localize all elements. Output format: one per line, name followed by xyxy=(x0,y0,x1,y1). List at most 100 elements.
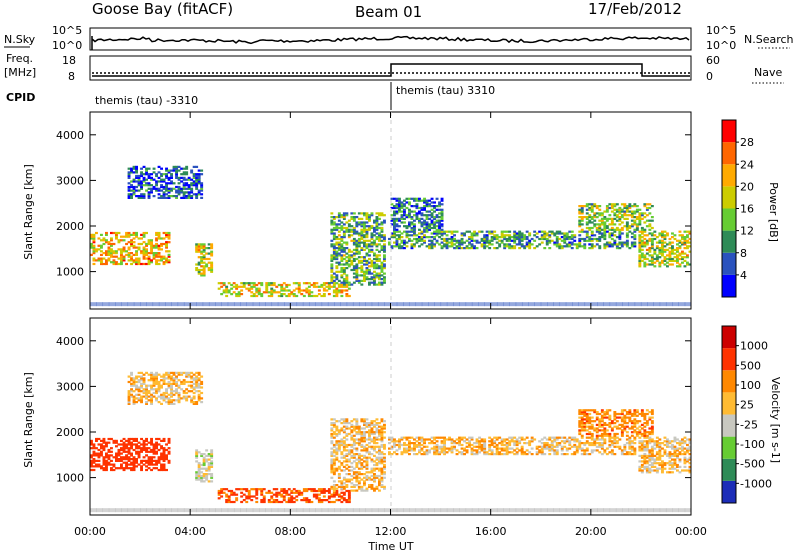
data-cell xyxy=(625,236,629,239)
data-cell xyxy=(270,291,274,294)
data-cell xyxy=(580,205,584,208)
data-cell xyxy=(152,253,156,256)
data-cell xyxy=(535,245,539,248)
data-cell xyxy=(648,250,652,253)
data-cell xyxy=(563,232,567,235)
data-cell xyxy=(410,216,414,219)
data-cell xyxy=(380,440,384,443)
data-cell xyxy=(195,165,199,168)
data-cell xyxy=(640,443,644,447)
data-cell xyxy=(585,230,589,233)
data-cell xyxy=(147,463,151,466)
data-cell xyxy=(177,401,181,404)
ground-scatter-cell xyxy=(453,508,460,513)
data-cell xyxy=(610,245,614,248)
data-cell xyxy=(375,274,379,277)
data-cell xyxy=(162,180,166,183)
data-cell xyxy=(438,230,441,233)
data-cell xyxy=(618,228,622,231)
data-cell xyxy=(145,171,148,174)
ground-scatter-cell xyxy=(140,508,147,513)
data-cell xyxy=(363,440,366,443)
data-cell xyxy=(120,452,123,455)
data-cell xyxy=(440,212,444,215)
ground-scatter-cell xyxy=(146,302,154,307)
data-cell xyxy=(342,248,346,251)
data-cell xyxy=(147,196,151,199)
data-cell xyxy=(515,453,519,456)
data-cell xyxy=(473,239,476,242)
data-cell xyxy=(337,485,341,488)
data-cell xyxy=(145,388,148,391)
data-cell xyxy=(473,245,476,248)
data-cell xyxy=(430,197,434,200)
data-cell xyxy=(335,241,339,244)
data-cell xyxy=(155,173,158,176)
data-cell xyxy=(430,440,434,443)
data-cell xyxy=(347,500,351,504)
data-cell xyxy=(147,241,151,244)
data-cell xyxy=(150,443,153,446)
data-cell xyxy=(330,453,334,456)
data-cell xyxy=(585,205,589,208)
data-cell xyxy=(420,243,424,246)
data-cell xyxy=(683,442,687,445)
data-cell xyxy=(347,228,351,231)
data-cell xyxy=(390,219,394,222)
data-cell xyxy=(663,263,667,266)
data-cell xyxy=(463,234,466,237)
data-cell xyxy=(220,293,224,296)
data-cell xyxy=(390,245,394,248)
data-cell xyxy=(683,440,687,443)
data-cell xyxy=(610,203,614,206)
data-cell xyxy=(190,187,194,190)
data-cell xyxy=(132,171,136,174)
ground-scatter-cell xyxy=(409,302,417,307)
data-cell xyxy=(638,256,642,259)
data-cell xyxy=(603,451,607,454)
data-cell xyxy=(638,250,642,253)
data-cell xyxy=(613,436,617,439)
data-cell xyxy=(468,436,471,439)
data-cell xyxy=(155,382,158,385)
data-cell xyxy=(495,436,499,439)
data-cell xyxy=(570,241,574,244)
data-cell xyxy=(443,440,446,443)
data-cell xyxy=(105,465,108,468)
data-cell xyxy=(408,201,411,204)
data-cell xyxy=(370,467,374,470)
data-cell xyxy=(270,289,274,292)
data-cell xyxy=(342,250,346,253)
ground-scatter-cell xyxy=(678,302,686,307)
data-cell xyxy=(686,449,689,452)
data-cell xyxy=(180,173,184,176)
data-cell xyxy=(483,234,487,237)
data-cell xyxy=(195,173,199,176)
data-cell xyxy=(92,262,96,266)
data-cell xyxy=(140,459,143,462)
data-cell xyxy=(383,259,386,262)
data-cell xyxy=(620,221,624,224)
data-cell xyxy=(337,443,341,447)
data-cell xyxy=(375,219,379,222)
data-cell xyxy=(110,467,113,470)
data-cell xyxy=(453,447,456,450)
data-cell xyxy=(498,245,502,248)
ground-scatter-cell xyxy=(659,508,667,513)
data-cell xyxy=(648,206,652,210)
data-cell xyxy=(360,478,364,481)
data-cell xyxy=(252,488,256,491)
data-cell xyxy=(553,438,557,441)
data-cell xyxy=(390,445,394,448)
data-cell xyxy=(282,293,286,296)
data-cell xyxy=(463,453,466,456)
data-cell xyxy=(588,221,592,224)
data-cell xyxy=(683,469,687,472)
ground-scatter-cell xyxy=(590,302,598,307)
data-cell xyxy=(505,442,509,445)
data-cell xyxy=(580,245,584,248)
data-cell xyxy=(603,228,607,231)
data-cell xyxy=(345,241,349,244)
ground-scatter-cell xyxy=(171,508,179,513)
data-cell xyxy=(252,294,256,298)
